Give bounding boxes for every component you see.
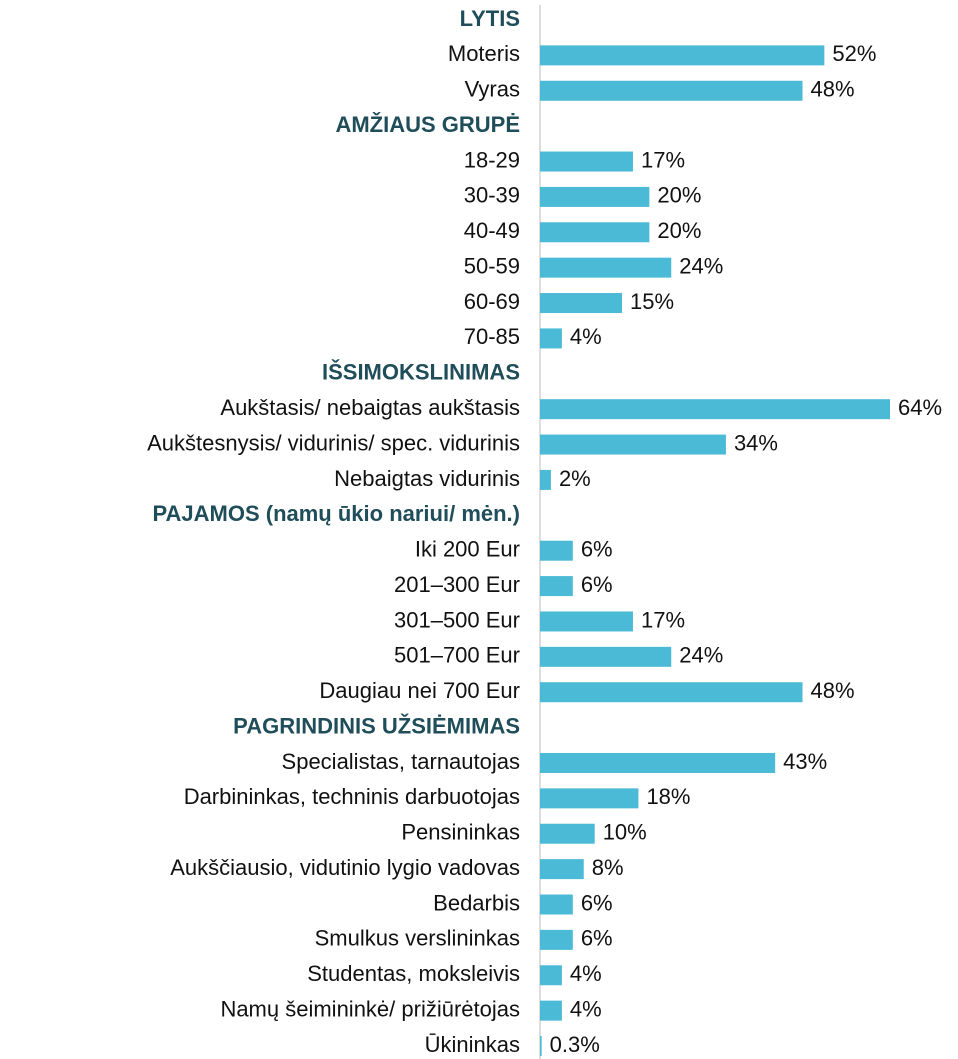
category-label: Daugiau nei 700 Eur: [319, 678, 520, 703]
category-label: 40-49: [464, 218, 520, 243]
value-label: 8%: [592, 855, 624, 880]
category-label: Nebaigtas vidurinis: [334, 466, 520, 491]
value-label: 6%: [581, 537, 613, 562]
category-label: Iki 200 Eur: [415, 537, 520, 562]
value-label: 20%: [657, 183, 701, 208]
value-label: 2%: [559, 466, 591, 491]
bar: [540, 611, 633, 632]
bar: [540, 151, 633, 172]
group-header: AMŽIAUS GRUPĖ: [335, 112, 520, 137]
category-label: Aukščiausio, vidutinio lygio vadovas: [170, 855, 520, 880]
value-label: 43%: [783, 749, 827, 774]
category-label: 201–300 Eur: [394, 572, 520, 597]
bar: [540, 434, 726, 455]
category-label: Ūkininkas: [425, 1032, 520, 1057]
bar: [540, 576, 573, 597]
value-label: 48%: [811, 678, 855, 703]
value-label: 17%: [641, 147, 685, 172]
value-label: 0.3%: [550, 1032, 600, 1057]
value-label: 10%: [603, 820, 647, 845]
value-label: 6%: [581, 572, 613, 597]
category-label: 30-39: [464, 183, 520, 208]
bar: [540, 752, 776, 773]
category-label: Bedarbis: [433, 890, 520, 915]
bar: [540, 399, 890, 420]
value-label: 20%: [657, 218, 701, 243]
value-label: 15%: [630, 289, 674, 314]
bar: [540, 328, 562, 349]
value-label: 64%: [898, 395, 942, 420]
bar: [540, 186, 650, 207]
category-label: 50-59: [464, 253, 520, 278]
bar: [540, 80, 803, 101]
group-header: LYTIS: [460, 6, 520, 31]
bar: [540, 469, 551, 490]
group-header: PAGRINDINIS UŽSIĖMIMAS: [233, 713, 520, 738]
category-label: Smulkus verslininkas: [315, 926, 520, 951]
value-label: 24%: [679, 253, 723, 278]
bar: [540, 222, 650, 243]
category-label: Aukštasis/ nebaigtas aukštasis: [220, 395, 520, 420]
category-label: 60-69: [464, 289, 520, 314]
category-label: Namų šeimininkė/ prižiūrėtojas: [220, 996, 520, 1021]
category-label: Moteris: [448, 41, 520, 66]
category-label: 70-85: [464, 324, 520, 349]
value-label: 4%: [570, 961, 602, 986]
category-label: Specialistas, tarnautojas: [282, 749, 520, 774]
value-label: 6%: [581, 890, 613, 915]
value-label: 52%: [832, 41, 876, 66]
bar: [540, 293, 623, 314]
value-label: 34%: [734, 430, 778, 455]
bar: [540, 894, 573, 915]
category-label: 18-29: [464, 147, 520, 172]
category-label: Darbininkas, techninis darbuotojas: [184, 784, 520, 809]
value-label: 4%: [570, 324, 602, 349]
bar: [540, 859, 584, 880]
category-label: 301–500 Eur: [394, 607, 520, 632]
group-header: PAJAMOS (namų ūkio nariui/ mėn.): [152, 501, 520, 526]
value-label: 6%: [581, 926, 613, 951]
category-label: Vyras: [465, 77, 520, 102]
bar: [540, 1000, 562, 1021]
value-label: 24%: [679, 643, 723, 668]
bar: [540, 257, 672, 278]
category-label: Pensininkas: [401, 820, 520, 845]
value-label: 17%: [641, 607, 685, 632]
group-header: IŠSIMOKSLINIMAS: [322, 360, 520, 385]
value-label: 18%: [646, 784, 690, 809]
category-label: Studentas, moksleivis: [307, 961, 520, 986]
bar: [540, 929, 573, 950]
bar: [540, 788, 639, 809]
value-label: 48%: [811, 77, 855, 102]
bar: [540, 823, 595, 844]
category-label: 501–700 Eur: [394, 643, 520, 668]
bar: [540, 682, 803, 703]
bar: [540, 965, 562, 986]
bar: [540, 646, 672, 667]
bar: [540, 45, 825, 66]
bar: [540, 540, 573, 561]
bar: [540, 1036, 542, 1057]
category-label: Aukštesnysis/ vidurinis/ spec. vidurinis: [147, 430, 520, 455]
value-label: 4%: [570, 996, 602, 1021]
